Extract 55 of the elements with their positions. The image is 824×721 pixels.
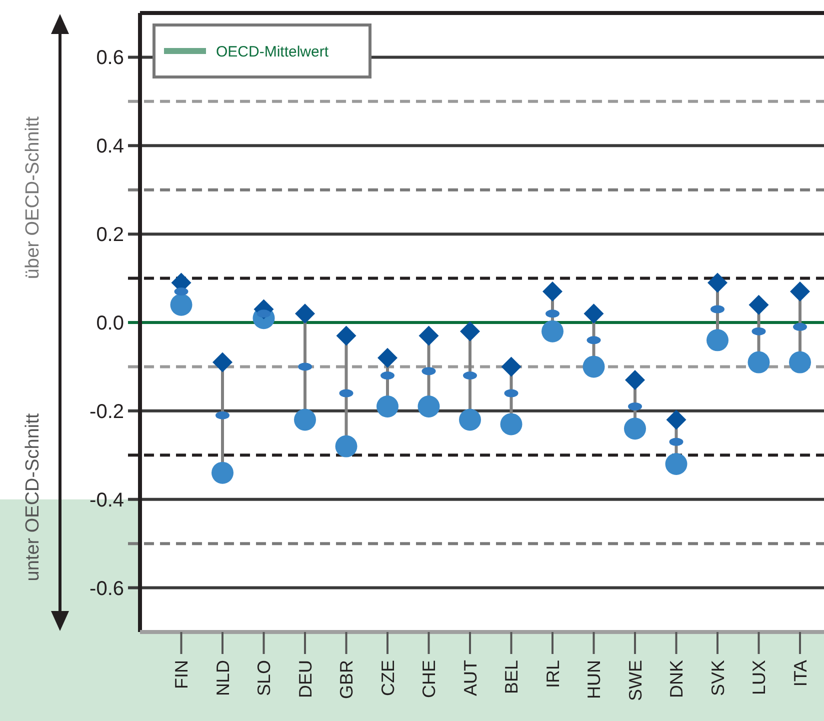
x-tick-label: CZE (378, 660, 398, 696)
point (584, 304, 604, 324)
point (582, 356, 605, 378)
point (666, 410, 686, 430)
x-tick-label: SWE (625, 660, 646, 702)
point (625, 370, 645, 390)
point (542, 282, 562, 302)
y-tick-label: 0.2 (96, 224, 124, 246)
y-tick-label: 0.0 (96, 312, 124, 334)
x-tick-label: CHE (419, 660, 440, 698)
point (295, 304, 315, 324)
y-tick-label: 0.6 (96, 47, 124, 70)
point (376, 396, 398, 418)
x-tick-label: FIN (172, 660, 192, 689)
x-tick-label: ITA (790, 660, 810, 687)
text: unter OECD-Schnitt (22, 412, 44, 582)
point (501, 356, 522, 377)
point (335, 435, 358, 458)
point (708, 272, 728, 293)
x-tick-label: AUT (460, 660, 480, 696)
point (748, 294, 769, 315)
x-tick-label: SVK (708, 660, 728, 696)
point (418, 396, 440, 418)
point (418, 326, 439, 346)
x-tick-label: SLO (254, 660, 274, 696)
x-tick-label: NLD (212, 660, 233, 696)
x-tick-label: HUN (584, 660, 604, 699)
point (748, 351, 770, 374)
point (378, 348, 398, 368)
point (212, 462, 234, 484)
point (790, 282, 810, 302)
point (624, 418, 646, 440)
point (460, 321, 480, 342)
x-tick-label: LUX (749, 660, 770, 696)
point (170, 294, 192, 316)
y-tick-label: -0.4 (90, 489, 124, 512)
point (706, 329, 728, 352)
point (542, 320, 564, 342)
point (336, 326, 356, 346)
x-tick-label: GBR (336, 660, 357, 700)
point (212, 352, 232, 372)
x-tick-label: DNK (666, 660, 687, 698)
point (294, 408, 316, 431)
point (500, 413, 522, 436)
legend-label: OECD-Mittelwert (216, 43, 330, 60)
y-tick-label: 0.4 (96, 136, 124, 158)
x-tick-label: DEU (295, 660, 316, 698)
text: über OECD-Schnitt (22, 116, 44, 280)
x-tick-label: IRL (542, 660, 563, 688)
y-tick-label: -0.6 (90, 578, 124, 600)
x-tick-label: BEL (502, 660, 522, 694)
y-tick-label: -0.2 (90, 400, 124, 423)
point (459, 408, 481, 431)
point (665, 452, 688, 475)
point (789, 351, 811, 374)
